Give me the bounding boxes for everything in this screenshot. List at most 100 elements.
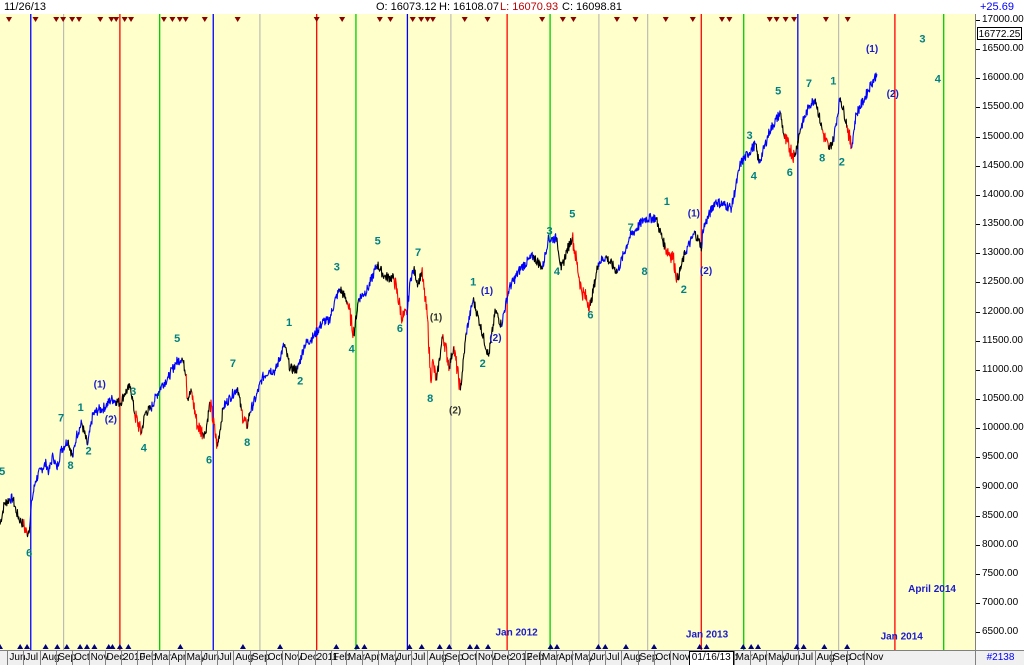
date-tick [378, 651, 380, 665]
date-tick [345, 651, 347, 665]
price-tick-label: 13000.00 [982, 247, 1024, 259]
wave-label: 7 [230, 358, 236, 370]
date-tick-label: Mar [735, 652, 753, 663]
price-tick [976, 194, 980, 196]
price-series-segment [129, 386, 136, 415]
date-tick [120, 651, 122, 665]
date-tick-label: May [574, 652, 594, 663]
date-tick [669, 651, 671, 665]
wave-label: 3 [130, 386, 136, 398]
price-series-segment [237, 387, 242, 411]
wave-label: (1) [430, 312, 442, 323]
bottom-marker [109, 644, 116, 649]
quote-low: L: 16070.93 [500, 1, 559, 13]
price-series-segment [520, 251, 534, 272]
wave-label: 8 [819, 153, 825, 165]
price-series-segment [465, 299, 474, 335]
date-tick-label: Mar [542, 652, 560, 663]
bottom-marker [553, 644, 560, 649]
top-marker [662, 17, 669, 22]
wave-label: 5 [0, 466, 5, 478]
date-tick [298, 651, 300, 665]
date-tick-label: Oct [849, 652, 865, 663]
price-tick [976, 369, 980, 371]
price-series-segment [52, 455, 58, 470]
price-series-segment [240, 408, 248, 429]
top-marker [387, 17, 394, 22]
date-tick [265, 651, 267, 665]
date-tick-label: Oct [267, 652, 284, 663]
price-series-segment [702, 201, 716, 234]
top-marker [632, 17, 639, 22]
price-tick [976, 253, 980, 255]
bottom-marker [466, 644, 473, 649]
top-marker [409, 17, 416, 22]
wave-label: 1 [286, 317, 292, 329]
price-series-segment [31, 480, 37, 501]
price-tick [976, 19, 980, 21]
date-tick-label: Dec [106, 652, 125, 663]
date-tick [475, 651, 477, 665]
top-marker [108, 17, 115, 22]
price-series-segment [268, 367, 276, 376]
price-series-segment [249, 395, 257, 413]
date-cursor-readout: 01/16/13 [688, 651, 734, 665]
price-axis[interactable]: 6500.00 7000.00 7500.00 8000.00 8500.00 9000.… [975, 14, 1024, 651]
price-tick-label: 15000.00 [982, 130, 1024, 142]
price-chart-plot[interactable]: 5 6 7 8 1 2 (1) (2) 3 4 5 6 7 8 1 2 3 4 5 6 7 (1) 8 (2) 1 (1) (2) 2… [0, 14, 975, 650]
bottom-marker [354, 644, 361, 649]
price-tick-label: 8000.00 [982, 538, 1019, 550]
price-series-segment [92, 407, 100, 416]
price-series-segment [850, 112, 857, 149]
price-tick [976, 515, 980, 517]
bottom-marker [793, 644, 800, 649]
date-tick [621, 651, 623, 665]
price-series-segment [8, 493, 14, 504]
bottom-marker [740, 644, 747, 649]
wave-label: 8 [244, 437, 250, 449]
price-series-segment [401, 308, 408, 322]
wave-label: 1 [78, 402, 84, 414]
wave-label: 6 [26, 548, 32, 560]
date-tick-label: Dec [493, 652, 512, 663]
price-series-segment [328, 296, 337, 324]
wave-label: 4 [554, 266, 561, 278]
date-tick [104, 651, 106, 665]
top-marker [822, 17, 829, 22]
price-series-segment [26, 526, 31, 538]
date-tick-label: Aug [41, 652, 60, 663]
price-series-segment [629, 217, 645, 239]
price-series-segment [769, 110, 781, 135]
wave-label: 2 [681, 284, 687, 296]
price-series-segment [714, 198, 733, 213]
price-series-segment [56, 448, 62, 471]
price-series-segment [784, 133, 796, 164]
price-series-segment [12, 496, 17, 514]
bottom-marker [17, 644, 24, 649]
top-marker [461, 17, 468, 22]
bottom-marker [83, 644, 90, 649]
price-series-segment [15, 508, 21, 524]
price-series-segment [605, 255, 618, 275]
date-tick-label: Oct [461, 652, 477, 663]
price-tick [976, 136, 980, 138]
wave-label: 4 [141, 443, 148, 455]
price-series-segment [323, 316, 330, 326]
price-series-segment [0, 502, 5, 525]
wave-label: 5 [775, 86, 781, 98]
price-series-segment [580, 287, 591, 312]
price-tick-label: 14000.00 [982, 188, 1024, 200]
price-tick [976, 544, 980, 546]
date-axis[interactable]: Jun Jul Aug Sep Oct Nov Dec 2010 Feb Mar Apr May Jun… [0, 650, 975, 665]
price-series-segment [393, 277, 403, 324]
price-series-segment [98, 404, 103, 414]
bottom-marker [547, 644, 554, 649]
wave-label: 4 [349, 343, 356, 355]
price-tick [976, 165, 980, 167]
top-marker [773, 17, 780, 22]
price-tick [976, 399, 980, 401]
bottom-marker [0, 644, 3, 649]
price-tick-label: 11000.00 [982, 363, 1023, 375]
bottom-marker [696, 644, 703, 649]
wave-label: 3 [547, 226, 553, 238]
